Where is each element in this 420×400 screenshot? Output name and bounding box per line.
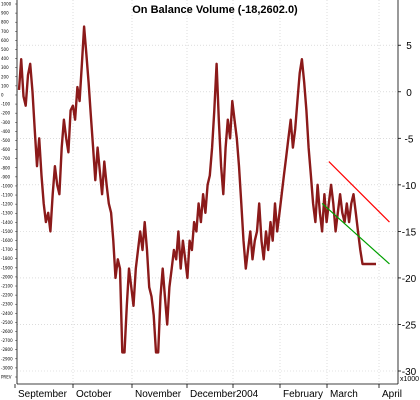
left-tick-label: -1300 <box>1 211 13 216</box>
left-tick-label: -100 <box>1 102 11 107</box>
x-tick-label: February <box>283 389 323 400</box>
right-tick-label: 0 <box>406 88 412 99</box>
x-tick-label: April <box>382 389 402 400</box>
lower-trendline <box>321 203 390 265</box>
left-tick-label: -1200 <box>1 202 13 207</box>
left-tick-label: 0 <box>1 92 4 97</box>
left-tick-label: 400 <box>1 56 9 61</box>
trendline-layer <box>321 161 390 265</box>
left-tick-label: 1000 <box>1 2 12 7</box>
left-tick-label: -900 <box>1 174 11 179</box>
x-tick-label: 2004 <box>236 389 259 400</box>
right-tick-label: -5 <box>405 134 414 145</box>
left-axis: 10009008007006005004003002001000-100-200… <box>1 2 17 380</box>
grid-lines <box>17 0 398 384</box>
left-tick-label: 500 <box>1 47 9 52</box>
left-tick-label: 300 <box>1 65 9 70</box>
left-tick-label: -2100 <box>1 284 13 289</box>
left-tick-label: -400 <box>1 129 11 134</box>
left-tick-label: 600 <box>1 38 9 43</box>
x-tick-label: November <box>135 389 182 400</box>
left-tick-label: -1500 <box>1 229 13 234</box>
left-tick-label: -2000 <box>1 274 13 279</box>
left-tick-label: PREV <box>1 375 12 380</box>
left-tick-label: -1700 <box>1 247 13 252</box>
left-tick-label: 200 <box>1 74 9 79</box>
left-tick-label: -1900 <box>1 265 13 270</box>
series-layer <box>17 25 376 354</box>
right-tick-label: -20 <box>402 274 417 285</box>
left-tick-label: 800 <box>1 20 9 25</box>
x-tick-label: September <box>18 389 68 400</box>
left-tick-label: -1800 <box>1 256 13 261</box>
left-tick-label: -2700 <box>1 338 13 343</box>
left-tick-label: -2500 <box>1 320 13 325</box>
left-tick-label: -300 <box>1 120 11 125</box>
obv-series-line <box>17 25 376 354</box>
left-tick-label: -2300 <box>1 302 13 307</box>
left-tick-label: -500 <box>1 138 11 143</box>
chart-title: On Balance Volume (-18,2602.0) <box>132 4 298 16</box>
left-tick-label: -3000 <box>1 365 13 370</box>
left-tick-label: -800 <box>1 165 11 170</box>
right-axis: 5 0 -5 -10 -15 -20 -25 -30 <box>398 41 417 378</box>
right-tick-label: -10 <box>402 181 417 192</box>
left-tick-label: 700 <box>1 29 9 34</box>
right-tick-label: -15 <box>402 227 417 238</box>
left-tick-label: -200 <box>1 111 11 116</box>
left-tick-label: -2800 <box>1 347 13 352</box>
right-tick-label: 5 <box>406 41 412 52</box>
x-axis: September October November December 2004 Febr… <box>14 384 402 400</box>
x-tick-label: October <box>76 389 112 400</box>
left-tick-label: -1400 <box>1 220 13 225</box>
right-tick-label: -25 <box>402 320 417 331</box>
right-tick-label: -30 <box>402 367 417 378</box>
left-tick-label: -600 <box>1 147 11 152</box>
upper-trendline <box>328 161 390 223</box>
left-tick-label: -2200 <box>1 293 13 298</box>
x-tick-label: March <box>330 389 358 400</box>
left-tick-label: -2900 <box>1 356 13 361</box>
units-label: x1000 <box>400 376 419 383</box>
left-tick-label: -2400 <box>1 311 13 316</box>
x-tick-label: December <box>190 389 237 400</box>
left-tick-label: 900 <box>1 11 9 16</box>
left-tick-label: -1600 <box>1 238 13 243</box>
left-tick-label: -1000 <box>1 183 13 188</box>
left-tick-label: -1100 <box>1 193 13 198</box>
left-tick-label: -2600 <box>1 329 13 334</box>
left-tick-label: -700 <box>1 156 11 161</box>
left-tick-label: 100 <box>1 83 9 88</box>
